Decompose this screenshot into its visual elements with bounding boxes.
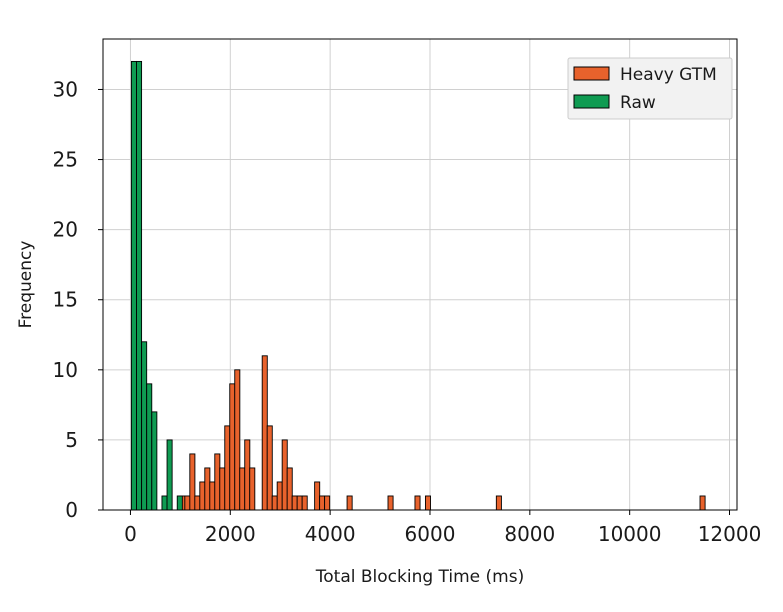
bar-heavy-gtm [699,495,706,511]
x-axis-label: Total Blocking Time (ms) [315,567,524,587]
bar-heavy-gtm [194,495,201,511]
bar-raw [130,60,137,511]
legend-swatch-raw [573,94,610,109]
bar-heavy-gtm [214,453,221,511]
y-tick-label: 15 [53,288,78,312]
bar-heavy-gtm [204,467,211,511]
bar-heavy-gtm [229,383,236,511]
bar-heavy-gtm [324,495,331,511]
bar-raw [176,495,183,511]
x-tick-label: 4000 [305,522,356,546]
legend-label-heavy-gtm: Heavy GTM [620,65,717,85]
y-axis-ticks: 0 5 10 15 20 25 30 [53,77,103,522]
bar-heavy-gtm [346,495,353,511]
bar-heavy-gtm [224,425,231,511]
histogram-bars [130,60,706,511]
bar-heavy-gtm [291,495,298,511]
bar-heavy-gtm [244,439,251,511]
plot-frame [102,38,738,511]
x-axis-ticks: 0 2000 4000 6000 8000 10000 12000 [124,510,761,546]
y-tick-label: 5 [65,428,78,452]
bar-heavy-gtm [276,481,283,511]
y-tick-label: 25 [53,148,78,172]
bar-raw [161,495,168,511]
x-tick-label: 2000 [205,522,256,546]
bar-raw [166,439,173,511]
y-tick-label: 0 [65,498,78,522]
bar-heavy-gtm [281,439,288,511]
x-tick-label: 8000 [504,522,555,546]
bar-heavy-gtm [301,495,308,511]
bar-heavy-gtm [296,495,303,511]
bar-heavy-gtm [249,467,256,511]
bar-heavy-gtm [414,495,421,511]
y-tick-label: 10 [53,358,78,382]
x-tick-label: 0 [124,522,137,546]
bar-raw [141,341,148,511]
y-tick-label: 20 [53,218,78,242]
bar-raw [136,60,143,511]
bar-heavy-gtm [495,495,502,511]
bar-raw [146,383,153,511]
bar-heavy-gtm [314,481,321,511]
legend-label-raw: Raw [620,93,656,113]
bar-heavy-gtm [239,467,246,511]
y-axis-label: Frequency [16,241,36,329]
bar-heavy-gtm [189,453,196,511]
bar-heavy-gtm [219,467,226,511]
x-tick-label: 6000 [405,522,456,546]
x-tick-label: 10000 [598,522,662,546]
bar-heavy-gtm [424,495,431,511]
bar-heavy-gtm [234,369,241,511]
bar-heavy-gtm [184,495,191,511]
bar-heavy-gtm [319,495,326,511]
legend: Heavy GTM Raw [567,57,733,120]
bar-heavy-gtm [286,467,293,511]
bar-heavy-gtm [261,355,268,511]
y-tick-label: 30 [53,77,78,101]
bar-heavy-gtm [271,495,278,511]
legend-swatch-heavy-gtm [573,66,610,81]
bar-heavy-gtm [209,481,216,511]
bar-heavy-gtm [266,425,273,511]
x-tick-label: 12000 [698,522,762,546]
bar-raw [151,411,158,511]
bar-heavy-gtm [387,495,394,511]
bar-heavy-gtm [199,481,206,511]
